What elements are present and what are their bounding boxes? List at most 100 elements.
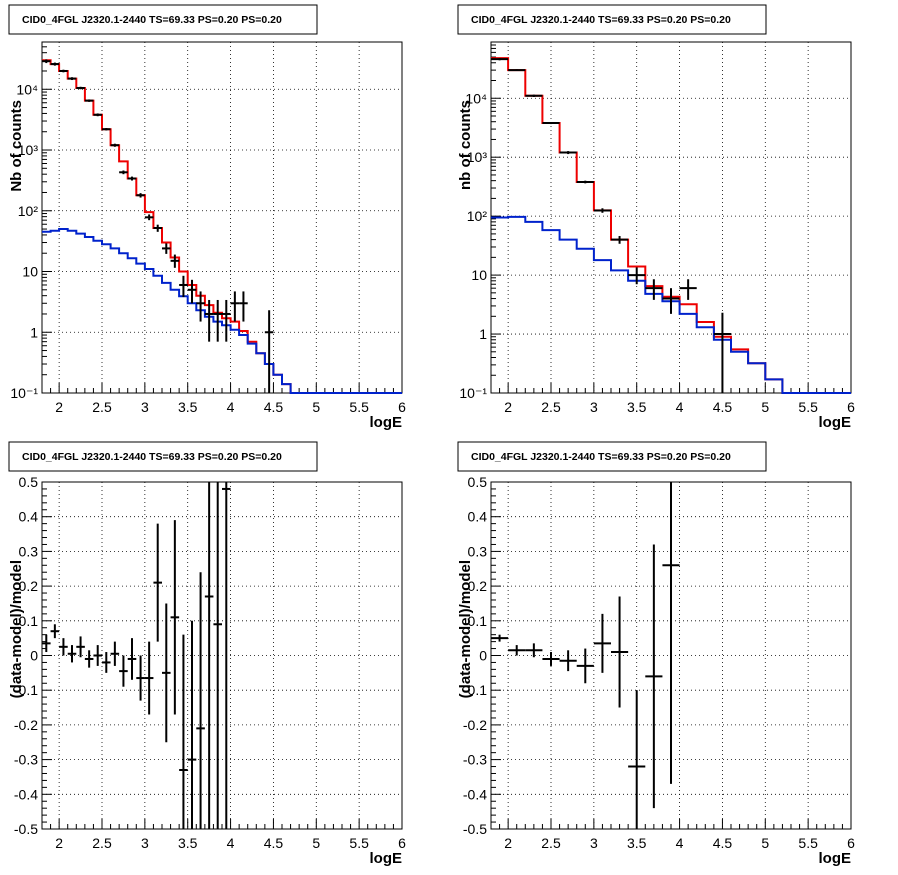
y-axis-ticks [42,481,52,830]
x-tick-label: 3.5 [178,399,198,415]
data-point [136,655,145,701]
x-tick-label: 3 [141,835,149,851]
panel-4: CID0_4FGL J2320.1-2440 TS=69.33 PS=0.20 … [457,441,855,867]
x-axis-ticks [41,383,403,393]
y-axis-label: (data-model)/model [8,560,25,698]
data-point [187,279,197,304]
x-axis-label: logE [819,414,852,431]
data-point [153,523,162,642]
data-point [508,69,526,72]
source-model-line [491,215,851,394]
data-point [213,482,222,829]
data-point [84,650,94,668]
y-tick-label: 1 [30,324,38,340]
data-point [162,603,171,743]
data-point [204,299,214,342]
x-axis-label: logE [370,414,403,431]
data-point [59,69,68,73]
data-point [576,648,594,684]
data-point [542,652,560,666]
data-point [170,254,180,268]
data-point [102,652,111,673]
y-tick-label: 10³ [18,142,39,158]
x-tick-label: 4 [676,835,684,851]
y-tick-label: 0.1 [19,613,39,629]
y-tick-label: 10⁴ [465,90,487,106]
x-tick-label: 5.5 [349,835,369,851]
y-tick-label: 0.4 [468,509,488,525]
x-tick-label: 2 [504,399,512,415]
y-tick-label: -0.3 [463,752,487,768]
x-tick-label: 3 [590,835,598,851]
data-point [593,613,611,673]
data-point [93,113,102,117]
y-axis-ticks [42,41,52,394]
data-point [576,180,594,184]
data-point [153,224,162,232]
y-tick-label: 0.1 [468,613,488,629]
data-point [645,544,663,809]
data-point [611,596,629,708]
data-point [42,634,51,653]
title-box [8,441,318,472]
x-tick-label: 3.5 [627,835,647,851]
x-tick-label: 4 [227,835,235,851]
data-point [59,638,68,656]
y-tick-label: 0.3 [19,543,39,559]
y-tick-label: 0 [30,648,38,664]
total-model-line [491,57,851,394]
y-tick-label: -0.2 [14,717,38,733]
data-point [110,641,120,666]
data-point [67,645,77,663]
total-model-line [42,59,402,394]
title-box [457,441,767,472]
x-tick-label: 4.5 [713,835,733,851]
chart-title: CID0_4FGL J2320.1-2440 TS=69.33 PS=0.20 … [22,14,282,26]
y-tick-label: 10 [22,264,38,280]
x-axis-ticks [490,819,852,829]
data-point [542,122,560,125]
y-axis-ticks [491,41,501,394]
data-point [204,482,214,829]
data-point [662,288,680,314]
data-point [628,690,646,829]
data-point [119,170,128,175]
data-point [127,638,137,680]
y-tick-label: -0.3 [14,752,38,768]
x-tick-label: 4.5 [264,399,284,415]
x-axis-label: logE [819,850,852,867]
y-tick-label: 0.2 [468,578,488,594]
x-tick-label: 3.5 [627,399,647,415]
data-point [76,636,85,658]
data-point [213,299,222,342]
x-tick-label: 5 [761,399,769,415]
data-point [679,279,697,300]
y-tick-label: 0.5 [19,474,39,490]
y-tick-label: 0 [479,648,487,664]
data-point [559,151,577,155]
data-point [144,214,154,221]
data-point [50,624,60,639]
grid [42,42,403,394]
data-point [102,128,111,131]
y-tick-label: -0.1 [14,682,38,698]
y-tick-label: 0.4 [19,509,39,525]
data-point [127,176,137,181]
panel-1: CID0_4FGL J2320.1-2440 TS=69.33 PS=0.20 … [8,4,406,431]
x-axis-ticks [490,383,852,393]
panel-2: CID0_4FGL J2320.1-2440 TS=69.33 PS=0.20 … [457,4,855,431]
x-tick-label: 2.5 [92,835,112,851]
data-point [239,291,248,322]
data-point [230,291,240,322]
data-point [162,243,171,254]
y-tick-label: 10³ [467,149,488,165]
x-tick-label: 6 [847,835,855,851]
y-tick-label: -0.4 [463,786,487,802]
data-point [84,99,94,102]
x-tick-label: 3.5 [178,835,198,851]
data-point [508,645,526,656]
y-tick-label: -0.4 [14,786,38,802]
y-tick-label: 1 [479,326,487,342]
data-point [196,291,205,322]
title-box [8,4,318,35]
